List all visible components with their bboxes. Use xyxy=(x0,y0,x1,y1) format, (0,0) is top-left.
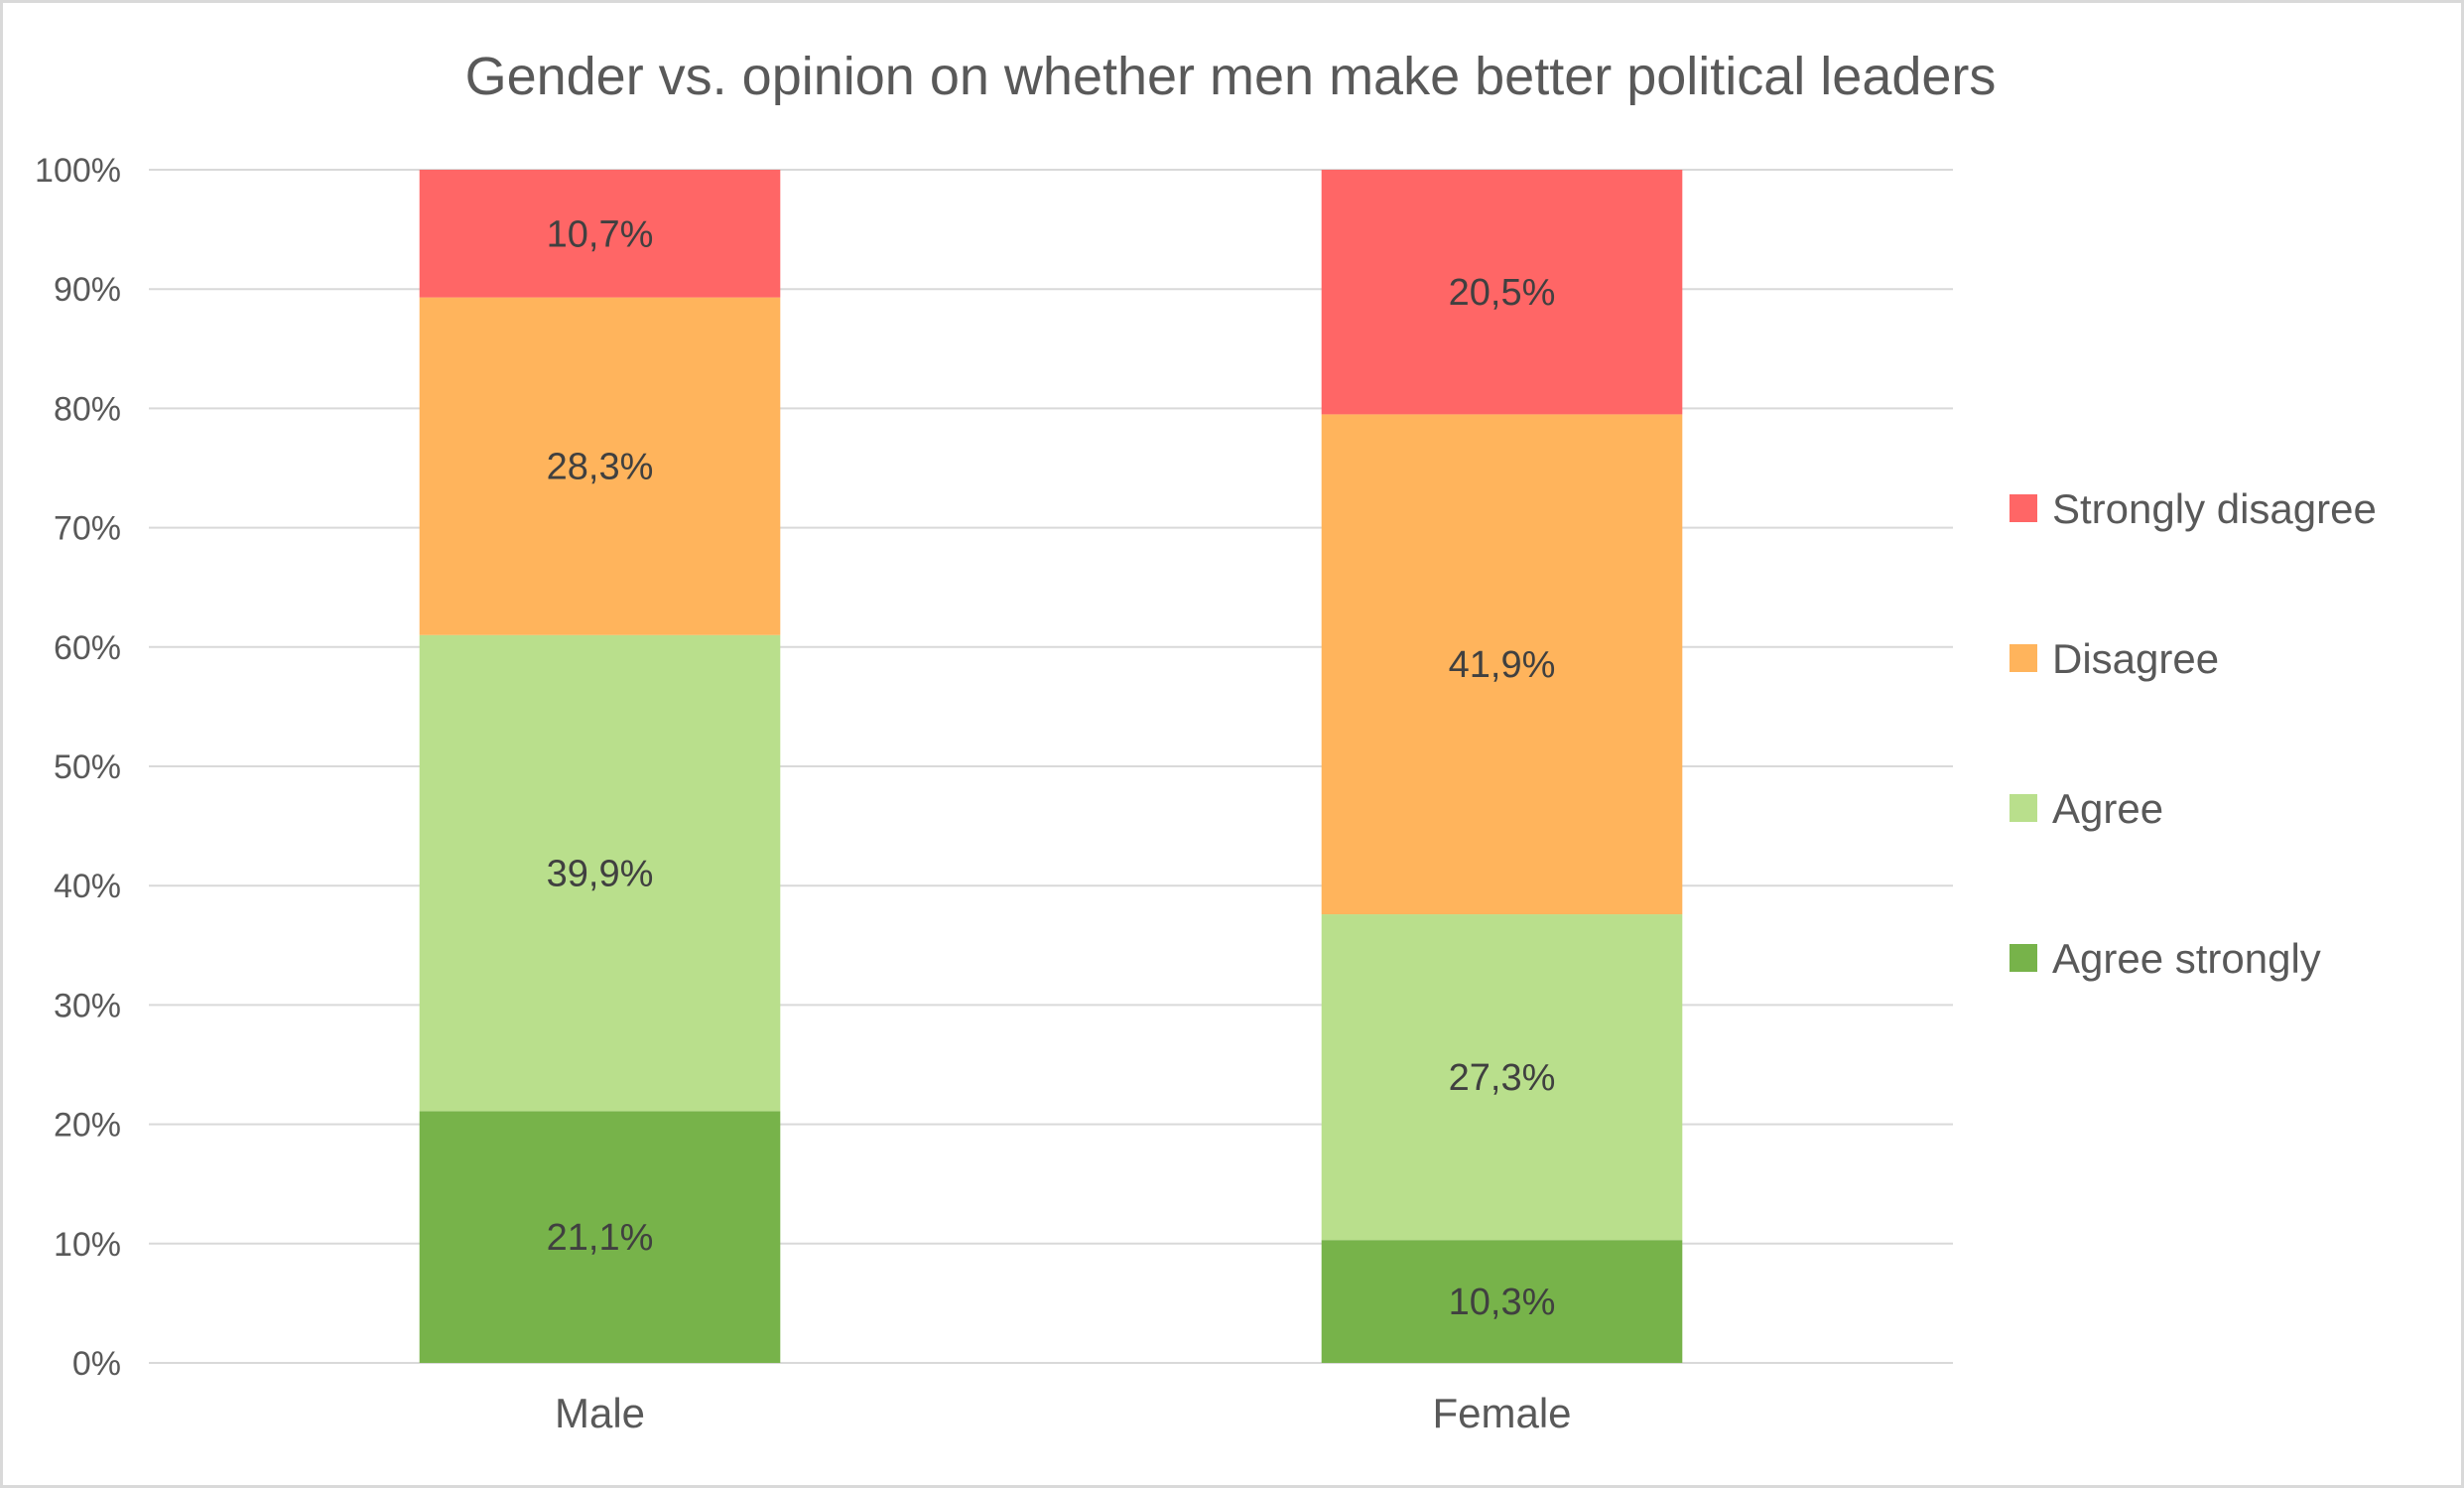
data-label: 10,3% xyxy=(1449,1282,1556,1323)
data-label: 39,9% xyxy=(547,854,654,895)
legend: Strongly disagree Disagree Agree Agree stro… xyxy=(2010,485,2377,982)
data-label: 41,9% xyxy=(1449,644,1556,686)
legend-label: Agree xyxy=(2052,785,2163,832)
y-tick-label: 20% xyxy=(54,1107,121,1145)
bars xyxy=(419,170,1683,1363)
chart-title: Gender vs. opinion on whether men make b… xyxy=(465,47,1997,106)
x-tick-label: Male xyxy=(555,1390,645,1436)
bar-segment xyxy=(419,1111,781,1363)
y-tick-label: 0% xyxy=(72,1345,121,1383)
y-tick-label: 60% xyxy=(54,629,121,667)
legend-item: Strongly disagree xyxy=(2010,485,2377,532)
bar-segment xyxy=(1321,1240,1683,1363)
x-axis-ticks: Male Female xyxy=(555,1390,1572,1436)
y-tick-label: 50% xyxy=(54,748,121,786)
legend-item: Agree strongly xyxy=(2010,935,2321,982)
data-label: 28,3% xyxy=(547,447,654,488)
x-tick-label: Female xyxy=(1432,1390,1571,1436)
data-labels: 21,1% 39,9% 28,3% 10,7% 10,3% 27,3% 41,9% 20,5% xyxy=(547,213,1556,1323)
y-tick-label: 40% xyxy=(54,868,121,905)
y-axis-ticks: 0% 10% 20% 30% 40% 50% 60% 70% 80% 90% 100% xyxy=(35,152,121,1383)
y-tick-label: 90% xyxy=(54,271,121,309)
legend-item: Agree xyxy=(2010,785,2163,832)
legend-label: Strongly disagree xyxy=(2052,485,2377,532)
data-label: 21,1% xyxy=(547,1217,654,1259)
data-label: 20,5% xyxy=(1449,272,1556,314)
y-tick-label: 10% xyxy=(54,1226,121,1264)
legend-swatch xyxy=(2010,494,2037,522)
legend-swatch xyxy=(2010,944,2037,972)
bar-segment xyxy=(419,297,781,635)
legend-swatch xyxy=(2010,794,2037,822)
legend-item: Disagree xyxy=(2010,635,2219,682)
data-label: 10,7% xyxy=(547,213,654,255)
y-tick-label: 100% xyxy=(35,152,121,190)
bar-segment xyxy=(419,170,781,298)
bar-segment xyxy=(1321,170,1683,415)
legend-swatch xyxy=(2010,644,2037,672)
y-tick-label: 80% xyxy=(54,390,121,428)
legend-label: Agree strongly xyxy=(2052,935,2321,982)
y-tick-label: 70% xyxy=(54,510,121,548)
legend-label: Disagree xyxy=(2052,635,2219,682)
data-label: 27,3% xyxy=(1449,1057,1556,1099)
bar-segment xyxy=(1321,914,1683,1241)
bar-segment xyxy=(1321,414,1683,915)
bar-segment xyxy=(419,634,781,1112)
y-tick-label: 30% xyxy=(54,987,121,1024)
